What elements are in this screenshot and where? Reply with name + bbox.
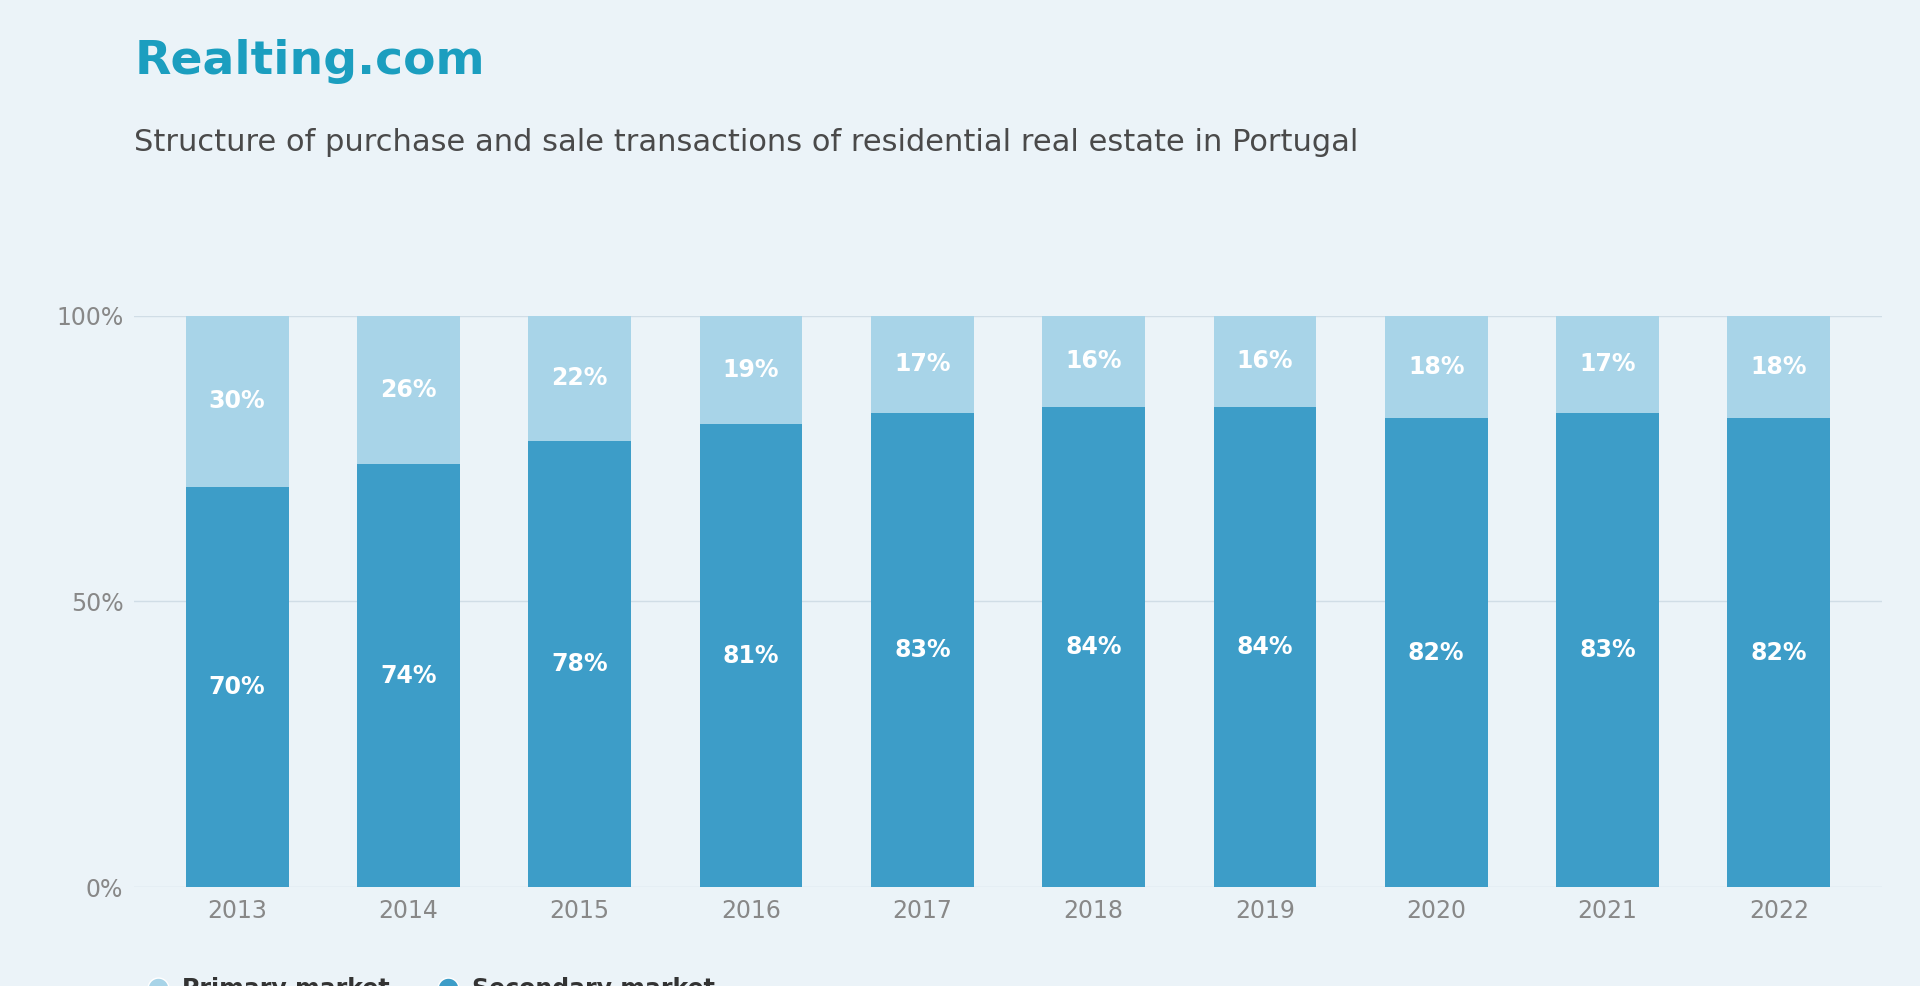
Text: 17%: 17% — [895, 352, 950, 376]
Bar — [357, 464, 461, 887]
Bar — [699, 316, 803, 424]
Text: 84%: 84% — [1066, 635, 1121, 660]
Bar — [528, 316, 632, 442]
Text: 74%: 74% — [380, 664, 436, 688]
Bar — [1213, 316, 1317, 407]
Text: 84%: 84% — [1236, 635, 1294, 660]
Bar — [872, 413, 973, 887]
Text: Structure of purchase and sale transactions of residential real estate in Portug: Structure of purchase and sale transacti… — [134, 128, 1359, 157]
Bar — [872, 316, 973, 413]
Bar — [1728, 418, 1830, 887]
Text: 83%: 83% — [1580, 638, 1636, 662]
Bar — [528, 442, 632, 887]
Text: 16%: 16% — [1236, 349, 1294, 374]
Text: 17%: 17% — [1580, 352, 1636, 376]
Legend: Primary market, Secondary market: Primary market, Secondary market — [146, 977, 714, 986]
Text: 18%: 18% — [1751, 355, 1807, 379]
Bar — [1384, 418, 1488, 887]
Bar — [1043, 316, 1144, 407]
Bar — [699, 424, 803, 887]
Text: 16%: 16% — [1066, 349, 1121, 374]
Text: 78%: 78% — [551, 653, 609, 676]
Text: 82%: 82% — [1407, 641, 1465, 665]
Bar — [1555, 316, 1659, 413]
Bar — [1728, 316, 1830, 418]
Bar — [1043, 407, 1144, 887]
Text: 70%: 70% — [209, 675, 265, 699]
Text: 26%: 26% — [380, 378, 436, 402]
Text: 30%: 30% — [209, 389, 265, 413]
Text: 18%: 18% — [1407, 355, 1465, 379]
Bar — [1555, 413, 1659, 887]
Text: 83%: 83% — [895, 638, 950, 662]
Text: 82%: 82% — [1751, 641, 1807, 665]
Bar — [186, 316, 288, 487]
Text: 22%: 22% — [551, 367, 609, 390]
Text: 19%: 19% — [722, 358, 780, 382]
Bar — [1213, 407, 1317, 887]
Bar — [186, 487, 288, 887]
Text: 81%: 81% — [722, 644, 780, 668]
Bar — [357, 316, 461, 464]
Text: Realting.com: Realting.com — [134, 39, 486, 85]
Bar — [1384, 316, 1488, 418]
